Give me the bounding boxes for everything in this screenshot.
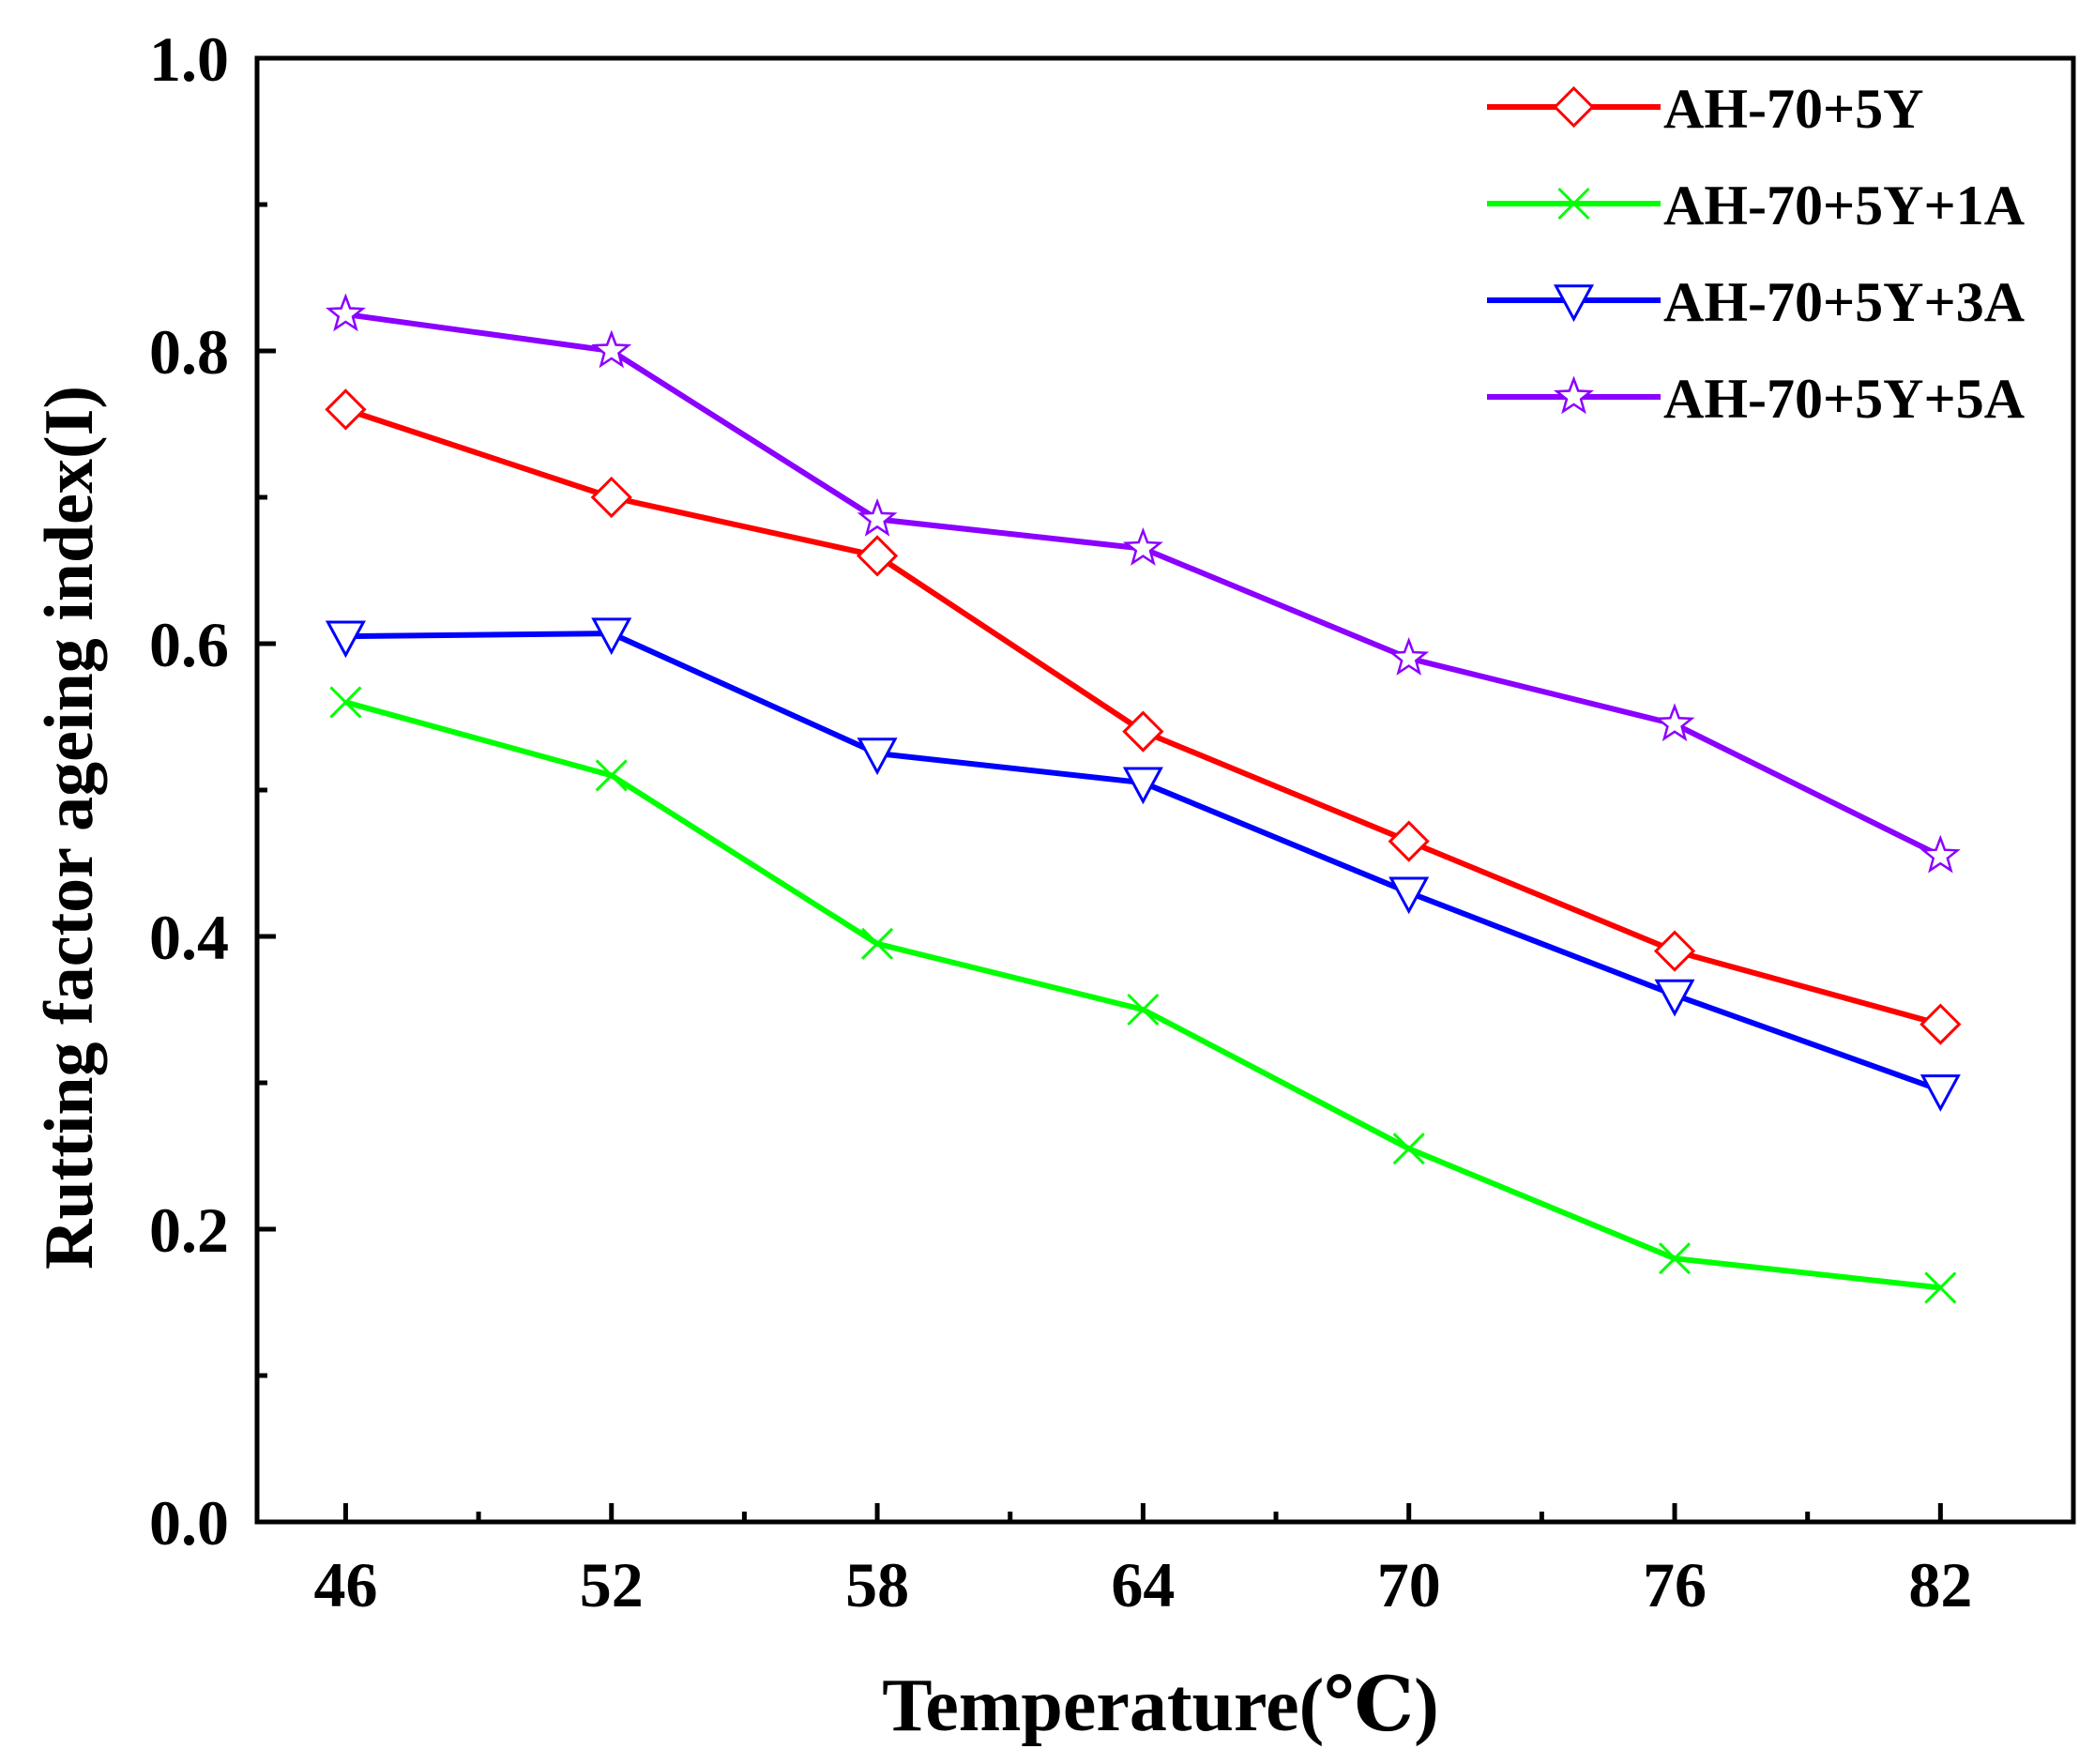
x-tick-label: 76 (1643, 1549, 1707, 1620)
x-tick-label: 70 (1377, 1549, 1441, 1620)
data-point (591, 617, 632, 656)
data-point (1654, 979, 1695, 1017)
x-tick-label: 52 (580, 1549, 644, 1620)
plot-area (254, 55, 2076, 1525)
data-point (325, 620, 366, 659)
data-point (1920, 1003, 1962, 1045)
data-point (1924, 1271, 1957, 1304)
data-point (590, 476, 632, 519)
axis-ticks (257, 55, 1943, 1525)
data-point (1388, 876, 1430, 915)
legend-label: AH-70+5Y (1663, 78, 1924, 140)
y-tick-label: 0.2 (149, 1194, 229, 1266)
data-point (1127, 993, 1160, 1026)
y-tick-label: 0.6 (149, 609, 229, 680)
legend-swatch-marker (1554, 375, 1594, 415)
y-tick-labels: 0.0 0.2 0.4 0.6 0.8 1.0 (149, 23, 229, 1559)
data-point (1122, 767, 1163, 805)
x-tick-label: 58 (845, 1549, 909, 1620)
data-point (1920, 834, 1961, 874)
data-point (325, 388, 367, 431)
data-point (1122, 527, 1163, 566)
x-axis-title: Temperature(℃) (882, 1665, 1439, 1747)
legend-label: AH-70+5Y+3A (1663, 271, 2025, 333)
y-axis-title: Rutting factor ageing index(I) (31, 386, 108, 1270)
data-point (857, 497, 898, 537)
series-markers (325, 293, 1962, 1304)
data-point (1122, 710, 1164, 753)
y-tick-label: 1.0 (149, 23, 229, 95)
y-tick-label: 0.8 (149, 316, 229, 388)
data-point (1388, 637, 1430, 676)
legend-label: AH-70+5Y+5A (1663, 368, 2025, 430)
data-point (591, 329, 632, 369)
data-point (1658, 1242, 1692, 1275)
x-tick-label: 46 (313, 1549, 377, 1620)
data-point (326, 293, 366, 332)
legend: AH-70+5Y AH-70+5Y+1A AH-70+5Y+3A AH-70+5Y+5… (1487, 78, 2025, 430)
legend-swatch-marker (1553, 284, 1595, 323)
legend-label: AH-70+5Y+1A (1663, 175, 2025, 236)
x-tick-labels: 46 52 58 64 70 76 82 (313, 1549, 1972, 1620)
legend-item: AH-70+5Y (1487, 78, 1924, 140)
data-point (1388, 820, 1430, 862)
data-point (1920, 1074, 1961, 1112)
data-point (1653, 930, 1696, 972)
legend-item: AH-70+5Y+1A (1487, 175, 2025, 236)
data-point (861, 927, 894, 960)
y-tick-label: 0.4 (149, 902, 229, 973)
data-point (329, 686, 362, 719)
x-tick-label: 82 (1908, 1549, 1972, 1620)
legend-swatch-marker (1553, 85, 1595, 129)
data-point (1654, 703, 1695, 742)
data-point (1392, 1133, 1425, 1165)
legend-swatch-marker (1557, 187, 1590, 220)
data-point (595, 759, 628, 792)
data-point (856, 535, 899, 577)
data-point (857, 738, 898, 776)
x-tick-label: 64 (1111, 1549, 1175, 1620)
legend-item: AH-70+5Y+3A (1487, 271, 2025, 333)
legend-item: AH-70+5Y+5A (1487, 368, 2025, 430)
y-tick-label: 0.0 (149, 1487, 229, 1559)
